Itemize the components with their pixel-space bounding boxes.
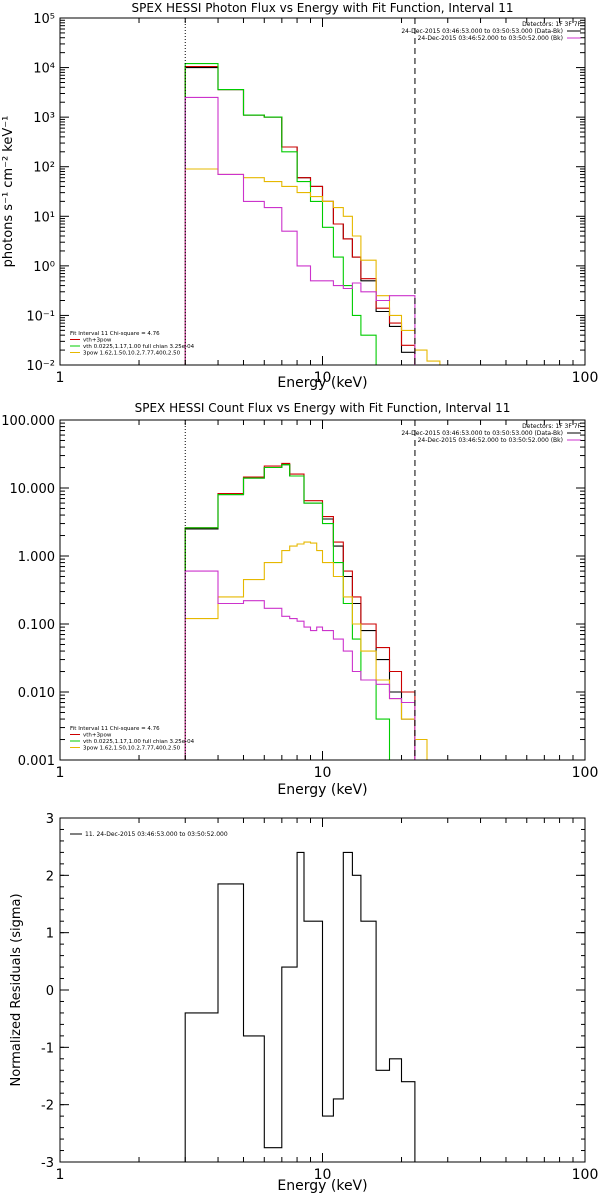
y-tick-label: -1: [41, 1041, 54, 1056]
y-axis-label: Normalized Residuals (sigma): [9, 893, 24, 1086]
series-line-vth: [184, 63, 391, 365]
y-tick-label: 0.001: [18, 754, 55, 769]
chart-title: SPEX HESSI Photon Flux vs Energy with Fi…: [132, 1, 514, 15]
chart-panel-2: SPEX HESSI Count Flux vs Energy with Fit…: [1, 401, 598, 798]
chart-title: SPEX HESSI Count Flux vs Energy with Fit…: [135, 401, 511, 415]
legend-top-right-text: 24-Dec-2015 03:46:52.000 to 03:50:52.000…: [418, 437, 563, 444]
y-tick-label: 2: [46, 869, 54, 884]
plot-area: [184, 462, 441, 760]
legend-bottom-left-text: 3pow 1.62,1.50,10.2,7.77,400,2.50: [83, 746, 181, 752]
chart-panel-3: 1 10 100 Energy (keV) -3 -2 -1 0 1 2 3 Normalized R…: [9, 812, 598, 1194]
legend-top-right-text: 24-Dec-2015 03:46:52.000 to 03:50:52.000…: [418, 35, 563, 42]
legend-top-right-text: 24-Dec-2015 03:46:53.000 to 03:50:53.000…: [401, 28, 563, 35]
y-tick-label: 1: [46, 927, 54, 942]
series-line-residuals: [184, 851, 416, 1162]
x-axis-label: Energy (keV): [277, 1178, 367, 1194]
chart-panel-1: SPEX HESSI Photon Flux vs Energy with Fi…: [1, 1, 598, 391]
series-line-data-bk: [184, 464, 416, 760]
legend-top-right-text: Detectors: 1F 3F 7F: [522, 423, 581, 430]
series-line-bk: [184, 570, 416, 760]
y-tick-label: 10.000: [10, 482, 56, 497]
x-axis-label: Energy (keV): [277, 375, 367, 391]
y-tick-label: 10¹: [33, 210, 55, 225]
legend-bottom-left-text: Fit Interval 11 Chi-square = 4.76: [70, 331, 160, 337]
x-tick-label: 1: [56, 370, 65, 386]
y-tick-label: 0: [46, 984, 54, 999]
x-tick-label: 100: [572, 370, 599, 386]
legend-top-right-text: Detectors: 1F 3F 7F: [522, 21, 581, 28]
legend-bottom-left-text: vth+3pow: [83, 338, 112, 344]
series-line-3pow: [184, 541, 441, 760]
series-line-data-bk: [184, 67, 416, 365]
plot-area: [184, 851, 416, 1162]
x-tick-label: 1: [56, 765, 65, 781]
y-tick-label: 10³: [33, 111, 55, 126]
x-tick-label: 10: [314, 370, 332, 386]
legend-top-left-text: 11. 24-Dec-2015 03:46:53.000 to 03:50:52…: [85, 831, 228, 838]
y-tick-label: 1.000: [18, 550, 55, 565]
legend-bottom-left-text: vth 0.0225,1.17,1.00 full chian 3.25e-04: [83, 739, 195, 745]
x-tick-label: 100: [572, 1167, 599, 1183]
legend-top-right-text: 24-Dec-2015 03:46:53.000 to 03:50:53.000…: [401, 430, 563, 437]
y-tick-label: 10²: [33, 161, 55, 176]
series-line-vth-3pow: [184, 65, 416, 365]
y-axis-label: photons s⁻¹ cm⁻² keV⁻¹: [1, 116, 16, 268]
y-tick-label: 10⁻²: [26, 359, 55, 374]
legend-bottom-left-text: Fit Interval 11 Chi-square = 4.76: [70, 726, 160, 732]
series-line-vth-3pow: [184, 462, 416, 760]
y-tick-label: 0.010: [18, 686, 55, 701]
y-tick-label: 10⁰: [33, 260, 55, 275]
plot-frame: [59, 419, 586, 761]
x-tick-label: 10: [314, 765, 332, 781]
legend-bottom-left-text: vth 0.0225,1.17,1.00 full chian 3.25e-04: [83, 344, 195, 350]
y-tick-label: 10⁴: [33, 62, 55, 77]
y-tick-label: 10⁵: [33, 12, 55, 27]
y-tick-label: 10⁻¹: [26, 309, 55, 324]
y-tick-label: -3: [41, 1156, 54, 1171]
plot-area: [184, 63, 441, 365]
y-tick-label: 100.000: [1, 414, 55, 429]
y-tick-label: 0.100: [18, 618, 55, 633]
y-tick-label: -2: [41, 1099, 54, 1114]
legend-bottom-left-text: 3pow 1.62,1.50,10.2,7.77,400,2.50: [83, 351, 181, 357]
series-line-bk: [184, 96, 416, 365]
x-tick-label: 10: [314, 1167, 332, 1183]
x-axis-label: Energy (keV): [277, 782, 367, 798]
y-tick-label: 3: [46, 812, 54, 827]
legend-bottom-left-text: vth+3pow: [83, 733, 112, 739]
x-tick-label: 1: [56, 1167, 65, 1183]
x-tick-label: 100: [572, 765, 599, 781]
